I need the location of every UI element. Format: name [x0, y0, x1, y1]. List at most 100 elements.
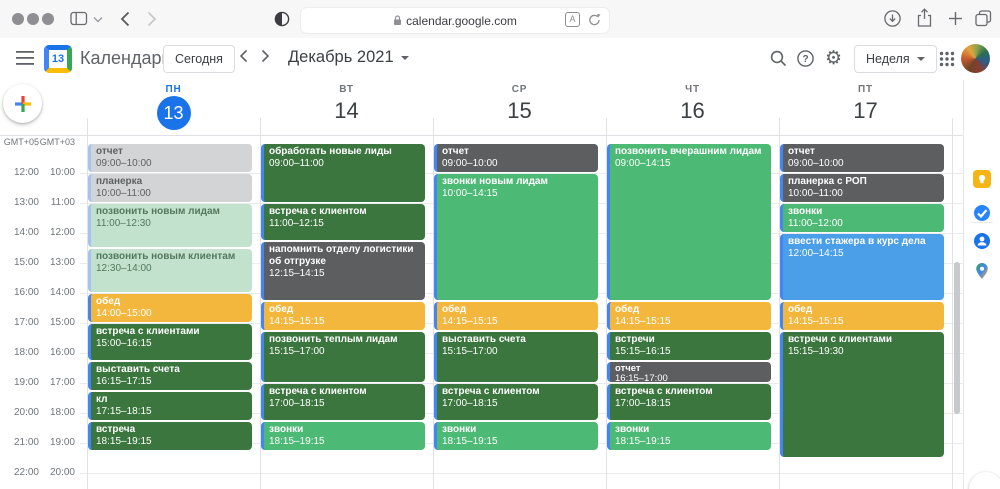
view-selector[interactable]: Неделя [854, 45, 937, 73]
calendar-event[interactable]: выставить счета 16:15–17:15 [88, 361, 252, 390]
day-number[interactable]: 14 [334, 98, 359, 123]
event-title: звонки новым лидам [442, 176, 548, 187]
calendar-event[interactable]: ввести стажера в курс дела 12:00–14:15 [780, 234, 944, 300]
event-time: 14:00–15:00 [96, 308, 152, 319]
event-title: обед [442, 303, 467, 315]
calendar-event[interactable]: выставить счета 15:15–17:00 [434, 331, 598, 382]
sidebar-toggle-icon[interactable] [70, 11, 88, 26]
calendar-event[interactable]: встреча с клиентом 17:00–18:15 [607, 384, 771, 420]
calendar-event[interactable]: обед 14:15–15:15 [261, 301, 425, 330]
time-label-gmt5: 15:00 [13, 257, 39, 268]
event-title: встречи [615, 333, 655, 345]
time-label-row: 19:00 17:00 [0, 377, 75, 388]
day-number[interactable]: 15 [507, 98, 532, 123]
forward-icon[interactable] [147, 11, 157, 27]
user-avatar[interactable] [961, 44, 990, 73]
calendar-event[interactable]: отчет 09:00–10:00 [434, 144, 598, 172]
event-title: звонки [269, 423, 304, 435]
google-apps-icon[interactable] [939, 51, 955, 67]
calendar-event[interactable]: позвонить новым клиентам 12:30–14:00 [88, 249, 252, 292]
create-event-button[interactable] [3, 84, 42, 123]
calendar-event[interactable]: встреча с клиентом 17:00–18:15 [434, 384, 598, 420]
back-icon[interactable] [120, 11, 130, 27]
prev-week-icon[interactable] [239, 49, 248, 63]
event-time: 10:00–14:15 [442, 188, 498, 199]
calendar-event[interactable]: встреча с клиентом 11:00–12:15 [261, 204, 425, 240]
event-time: 11:00–12:30 [96, 218, 151, 229]
tasks-icon[interactable] [973, 204, 991, 222]
calendar-event[interactable]: позвонить теплым лидам 15:15–17:00 [261, 331, 425, 382]
search-icon[interactable] [770, 50, 787, 67]
time-label-gmt3: 13:00 [49, 257, 75, 268]
help-icon[interactable]: ? [797, 50, 814, 67]
event-title: встреча с клиентом [442, 386, 540, 397]
next-week-icon[interactable] [261, 49, 270, 63]
calendar-event[interactable]: планерка с РОП 10:00–11:00 [780, 174, 944, 202]
day-gridline [260, 118, 261, 489]
calendar-event[interactable]: встреча с клиентом 17:00–18:15 [261, 384, 425, 420]
calendar-event[interactable]: позвонить новым лидам 11:00–12:30 [88, 204, 252, 247]
calendar-event[interactable]: обед 14:00–15:00 [88, 294, 252, 322]
today-button[interactable]: Сегодня [163, 45, 235, 73]
share-icon[interactable] [917, 8, 932, 28]
calendar-event[interactable]: кл 17:15–18:15 [88, 391, 252, 420]
reload-icon[interactable] [588, 13, 601, 27]
time-label-row: 14:00 12:00 [0, 227, 75, 238]
event-time: 09:00–14:15 [615, 158, 671, 169]
traffic-light-minimize[interactable] [27, 13, 39, 25]
lock-icon [394, 15, 402, 25]
calendar-event[interactable]: звонки новым лидам 10:00–14:15 [434, 174, 598, 300]
calendar-event[interactable]: звонки 18:15–19:15 [261, 421, 425, 450]
time-label-gmt3: 20:00 [49, 467, 75, 478]
keep-icon[interactable] [973, 170, 991, 188]
day-weekday: СР [511, 84, 528, 95]
calendar-event[interactable]: обед 14:15–15:15 [607, 301, 771, 330]
calendar-event[interactable]: встречи с клиентами 15:15–19:30 [780, 331, 944, 457]
calendar-event[interactable]: звонки 18:15–19:15 [434, 421, 598, 450]
month-selector[interactable]: Декабрь 2021 [288, 48, 409, 67]
traffic-light-zoom[interactable] [42, 13, 54, 25]
calendar-event[interactable]: встречи 15:15–16:15 [607, 331, 771, 360]
new-tab-icon[interactable] [948, 11, 963, 26]
day-number[interactable]: 16 [680, 98, 705, 123]
header-divider [0, 135, 963, 136]
calendar-event[interactable]: обед 14:15–15:15 [780, 301, 944, 330]
address-bar[interactable]: calendar.google.com A [300, 7, 610, 34]
settings-gear-icon[interactable]: ⚙ [825, 48, 843, 69]
tab-overview-icon[interactable] [975, 10, 992, 27]
calendar-event[interactable]: встреча с клиентами 15:00–16:15 [88, 324, 252, 360]
calendar-event[interactable]: отчет 09:00–10:00 [780, 144, 944, 172]
day-number[interactable]: 17 [853, 98, 878, 123]
privacy-shield-icon[interactable] [274, 11, 290, 27]
calendar-event[interactable]: обработать новые лиды 09:00–11:00 [261, 144, 425, 202]
contacts-icon[interactable] [973, 232, 991, 250]
main-menu-icon[interactable] [16, 51, 34, 65]
support-button[interactable] [969, 472, 1000, 489]
day-number[interactable]: 13 [156, 96, 191, 130]
translate-icon[interactable]: A [565, 12, 580, 27]
vertical-scrollbar[interactable] [954, 262, 960, 414]
event-time: 18:15–19:15 [615, 435, 671, 447]
calendar-event[interactable]: встреча 18:15–19:15 [88, 421, 252, 450]
event-title: позвонить новым клиентам [96, 251, 236, 262]
calendar-event[interactable]: обед 14:15–15:15 [434, 301, 598, 330]
chevron-down-icon[interactable] [93, 16, 103, 23]
event-time: 14:15–15:15 [442, 315, 498, 327]
calendar-event[interactable]: отчет 16:15–17:00 [607, 361, 771, 382]
hour-gridline [80, 173, 963, 174]
url-text: calendar.google.com [406, 13, 517, 28]
time-label-gmt3: 17:00 [49, 377, 75, 388]
downloads-icon[interactable] [884, 10, 901, 27]
calendar-event[interactable]: отчет 09:00–10:00 [88, 144, 252, 172]
maps-icon[interactable] [973, 262, 991, 280]
calendar-event[interactable]: звонки 18:15–19:15 [607, 421, 771, 450]
time-label-gmt5: 13:00 [13, 197, 39, 208]
calendar-event[interactable]: звонки 11:00–12:00 [780, 204, 944, 232]
event-title: встреча с клиентом [269, 386, 367, 397]
calendar-event[interactable]: планерка 10:00–11:00 [88, 174, 252, 202]
calendar-event[interactable]: позвонить вчерашним лидам 09:00–14:15 [607, 144, 771, 300]
time-label-row: 12:00 10:00 [0, 167, 75, 178]
event-title: обед [615, 303, 640, 315]
traffic-light-close[interactable] [12, 13, 24, 25]
calendar-event[interactable]: напомнить отделу логистики об отгрузке 12… [261, 241, 425, 300]
